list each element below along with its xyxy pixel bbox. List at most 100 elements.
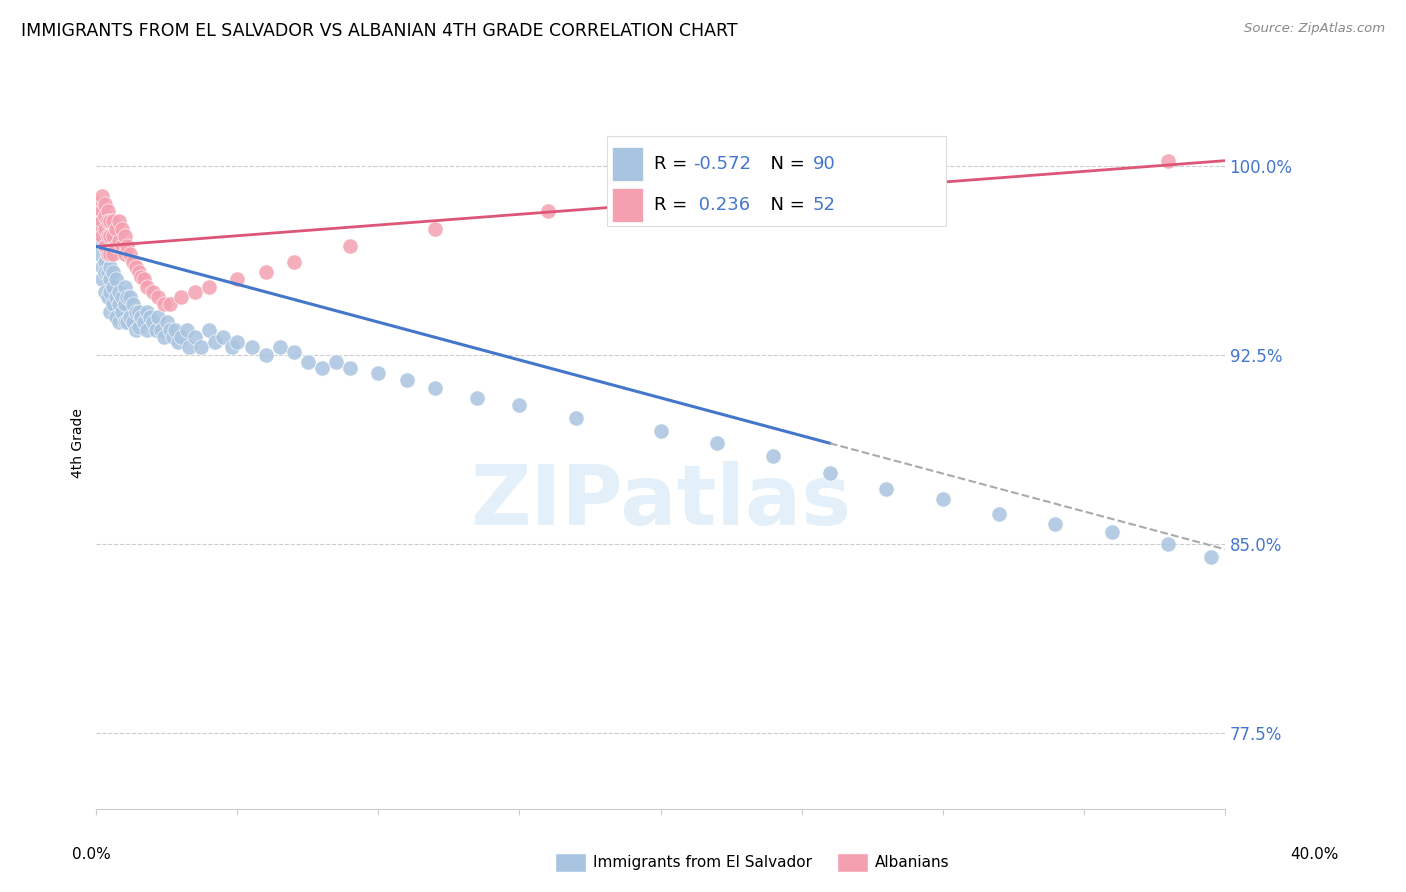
Point — [122, 254, 145, 268]
Point — [325, 355, 347, 369]
Point — [198, 280, 221, 294]
Point — [97, 214, 120, 228]
Point — [91, 189, 114, 203]
Point — [89, 222, 111, 236]
Text: Albanians: Albanians — [875, 855, 949, 870]
Point — [122, 297, 145, 311]
Point — [94, 265, 117, 279]
Point — [465, 391, 488, 405]
Point — [226, 272, 249, 286]
Point — [120, 247, 142, 261]
Point — [254, 265, 277, 279]
Point — [97, 247, 120, 261]
Text: 90: 90 — [813, 155, 835, 173]
Point — [103, 214, 125, 228]
Point — [170, 290, 193, 304]
Point — [89, 247, 111, 261]
Text: 40.0%: 40.0% — [1291, 847, 1339, 862]
Point — [221, 340, 243, 354]
Point — [136, 305, 159, 319]
Point — [97, 290, 120, 304]
Point — [105, 310, 128, 324]
Point — [114, 247, 136, 261]
Point — [762, 449, 785, 463]
Point — [165, 323, 187, 337]
Point — [148, 310, 170, 324]
Point — [120, 310, 142, 324]
Point — [125, 260, 148, 274]
Point — [111, 239, 134, 253]
Point — [156, 315, 179, 329]
Point — [100, 272, 122, 286]
Text: IMMIGRANTS FROM EL SALVADOR VS ALBANIAN 4TH GRADE CORRELATION CHART: IMMIGRANTS FROM EL SALVADOR VS ALBANIAN … — [21, 22, 738, 40]
Point — [142, 285, 165, 299]
Point — [706, 436, 728, 450]
Point — [423, 381, 446, 395]
Point — [100, 214, 122, 228]
Y-axis label: 4th Grade: 4th Grade — [72, 409, 86, 478]
Point — [94, 239, 117, 253]
Point — [91, 235, 114, 249]
Point — [162, 330, 184, 344]
Point — [122, 315, 145, 329]
Point — [94, 222, 117, 236]
Point — [91, 260, 114, 274]
Point — [103, 297, 125, 311]
Point — [198, 323, 221, 337]
Point — [159, 323, 181, 337]
Point — [148, 290, 170, 304]
Point — [650, 424, 672, 438]
Point — [97, 247, 120, 261]
Point — [114, 297, 136, 311]
Text: 0.0%: 0.0% — [72, 847, 111, 862]
Point — [103, 229, 125, 244]
Point — [875, 482, 897, 496]
Point — [128, 320, 150, 334]
Text: -0.572: -0.572 — [693, 155, 751, 173]
Point — [105, 290, 128, 304]
Point — [176, 323, 198, 337]
Point — [94, 254, 117, 268]
Point — [111, 305, 134, 319]
Point — [311, 360, 333, 375]
Point — [283, 254, 305, 268]
Text: Source: ZipAtlas.com: Source: ZipAtlas.com — [1244, 22, 1385, 36]
Point — [105, 239, 128, 253]
Point — [170, 330, 193, 344]
Point — [1157, 153, 1180, 168]
Point — [131, 269, 153, 284]
Point — [179, 340, 201, 354]
Point — [128, 305, 150, 319]
Point — [100, 305, 122, 319]
Point — [114, 229, 136, 244]
Point — [190, 340, 212, 354]
Point — [100, 229, 122, 244]
Point — [94, 196, 117, 211]
Point — [91, 214, 114, 228]
Text: R =: R = — [654, 196, 693, 214]
Point — [931, 491, 953, 506]
Point — [283, 345, 305, 359]
Point — [108, 235, 131, 249]
Point — [89, 209, 111, 223]
Point — [120, 290, 142, 304]
Point — [97, 229, 120, 244]
Point — [136, 323, 159, 337]
Point — [159, 297, 181, 311]
Point — [508, 398, 530, 412]
Point — [1045, 516, 1067, 531]
Point — [100, 247, 122, 261]
Point — [117, 315, 139, 329]
Point — [565, 411, 588, 425]
Point — [125, 305, 148, 319]
Point — [100, 285, 122, 299]
Point — [94, 239, 117, 253]
Point — [105, 222, 128, 236]
Text: 52: 52 — [813, 196, 835, 214]
Point — [91, 204, 114, 219]
Point — [184, 330, 207, 344]
Point — [131, 310, 153, 324]
Point — [94, 285, 117, 299]
Point — [875, 171, 897, 186]
Point — [367, 366, 389, 380]
